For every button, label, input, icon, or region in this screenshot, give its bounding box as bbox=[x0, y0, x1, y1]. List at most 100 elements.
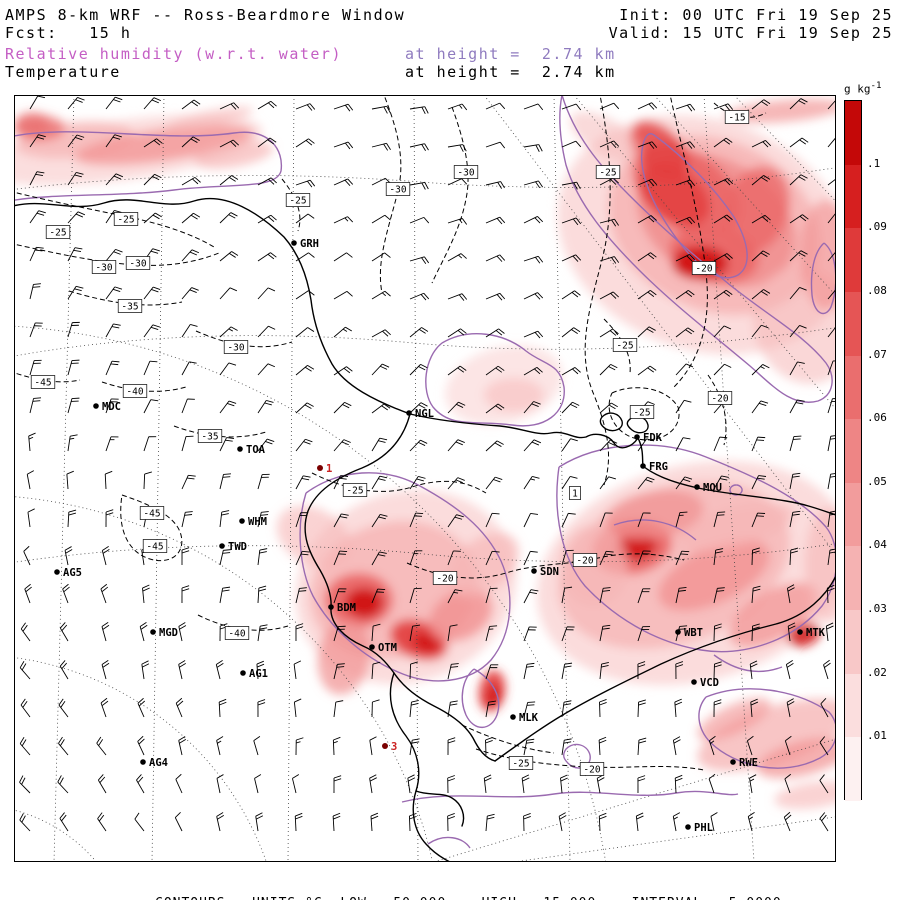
station-label: OTM bbox=[378, 642, 397, 654]
humidity-shade-blob bbox=[345, 588, 383, 618]
humidity-shade-blob bbox=[570, 111, 642, 163]
contour-info: CONTOURS: UNITS=°C LOW= -50.000 HIGH= -1… bbox=[155, 866, 782, 900]
rh-contour-line bbox=[299, 472, 511, 682]
humidity-shade-blob bbox=[164, 106, 254, 132]
colorbar-tick: .01 bbox=[867, 729, 887, 743]
station-label: SDN bbox=[540, 566, 559, 578]
contour-label: -40 bbox=[228, 629, 245, 640]
temp-contour-info: CONTOURS: UNITS=°C LOW= -50.000 HIGH= -1… bbox=[155, 896, 782, 900]
station-dot bbox=[150, 629, 156, 635]
station-dot bbox=[291, 240, 297, 246]
station-label: BDM bbox=[337, 602, 356, 614]
colorbar-cell bbox=[845, 355, 861, 420]
rh-contour-line bbox=[713, 654, 783, 673]
station-label: NGL bbox=[415, 408, 434, 420]
temperature-contour-line bbox=[311, 472, 487, 494]
contour-label-box bbox=[45, 225, 71, 239]
contour-label: -25 bbox=[346, 486, 363, 497]
rh-contour-line bbox=[15, 131, 283, 201]
contour-label-box bbox=[125, 256, 151, 270]
colorbar-tick: .02 bbox=[867, 665, 887, 679]
contour-label: -20 bbox=[436, 574, 453, 585]
station-label: MDC bbox=[102, 401, 121, 413]
contour-label-box bbox=[508, 756, 534, 770]
humidity-shade-blob bbox=[604, 489, 704, 541]
station-label: FRG bbox=[649, 461, 668, 473]
colorbar-cell bbox=[845, 546, 861, 610]
coastline-segment bbox=[304, 413, 496, 762]
field2-height: at height = 2.74 km bbox=[405, 63, 616, 81]
contour-label: -45 bbox=[146, 542, 163, 553]
temperature-contour-line bbox=[461, 724, 555, 754]
colorbar-tick: .07 bbox=[867, 347, 887, 361]
rh-contour-line bbox=[729, 484, 743, 496]
contour-label-box bbox=[385, 182, 411, 196]
station-dot bbox=[797, 629, 803, 635]
contour-label-box bbox=[342, 483, 368, 497]
contour-label-box bbox=[122, 384, 148, 398]
contour-label: -25 bbox=[599, 168, 616, 179]
contour-label: -30 bbox=[457, 168, 474, 179]
station-dot bbox=[239, 518, 245, 524]
rh-contour-line bbox=[461, 668, 500, 729]
contour-label-box bbox=[707, 391, 733, 405]
humidity-shade-blob bbox=[697, 698, 835, 772]
rh-contour-line bbox=[401, 790, 739, 803]
rh-contour-line bbox=[425, 333, 565, 427]
station-dot bbox=[93, 403, 99, 409]
station-dot bbox=[240, 670, 246, 676]
temperature-contour-line bbox=[406, 553, 685, 579]
contour-label: -15 bbox=[728, 113, 745, 124]
contour-label-box bbox=[612, 338, 638, 352]
station-label: AG4 bbox=[149, 757, 168, 769]
contour-label: -35 bbox=[201, 432, 218, 443]
contour-label-box bbox=[595, 165, 621, 179]
station-dot bbox=[634, 434, 640, 440]
contour-label-box bbox=[453, 165, 479, 179]
contour-label-box bbox=[197, 429, 223, 443]
contour-label: -20 bbox=[583, 765, 600, 776]
contour-label: -30 bbox=[95, 263, 112, 274]
temperature-contour-line bbox=[379, 96, 402, 294]
contour-label: -20 bbox=[576, 556, 593, 567]
contour-label-box bbox=[224, 626, 250, 640]
contour-label-box bbox=[691, 261, 717, 275]
red-marker-label: 3 bbox=[391, 741, 397, 753]
coastline-segment bbox=[415, 790, 465, 827]
station-dot bbox=[54, 569, 60, 575]
coastline-segment bbox=[409, 413, 835, 516]
station-dot bbox=[675, 629, 681, 635]
rh-contour-line bbox=[613, 519, 697, 541]
chart-title: AMPS 8-km WRF -- Ross-Beardmore Window bbox=[5, 6, 406, 24]
contour-label-box bbox=[569, 486, 581, 500]
valid-time: Valid: 15 UTC Fri 19 Sep 25 bbox=[608, 24, 893, 42]
station-label: MQU bbox=[703, 482, 722, 494]
humidity-shade-blob bbox=[194, 141, 274, 169]
red-marker-dot bbox=[382, 743, 388, 749]
station-label: WBT bbox=[684, 627, 703, 639]
rh-contour-line bbox=[559, 96, 833, 403]
colorbar-tick: .08 bbox=[867, 283, 887, 297]
station-dot bbox=[510, 714, 516, 720]
graticule bbox=[15, 96, 835, 861]
map-border bbox=[14, 95, 836, 862]
contour-label: -45 bbox=[143, 509, 160, 520]
station-label: RWE bbox=[739, 757, 758, 769]
colorbar-cell bbox=[845, 482, 861, 547]
station-dot bbox=[640, 463, 646, 469]
special-markers: 13 bbox=[317, 463, 397, 753]
colorbar-cell bbox=[845, 737, 861, 801]
colorbar-tick: .06 bbox=[867, 411, 887, 425]
wind-barbs bbox=[19, 96, 835, 832]
contour-label-box bbox=[285, 193, 311, 207]
humidity-shading bbox=[15, 98, 835, 810]
station-label: AG1 bbox=[249, 668, 268, 680]
coastline-segment bbox=[494, 576, 835, 762]
humidity-shade-blob bbox=[15, 112, 49, 134]
field1-height: at height = 2.74 km bbox=[405, 45, 616, 63]
rh-contours bbox=[15, 96, 835, 849]
contour-label: -20 bbox=[711, 394, 728, 405]
contour-label-box bbox=[629, 405, 655, 419]
contour-label-box bbox=[30, 375, 56, 389]
